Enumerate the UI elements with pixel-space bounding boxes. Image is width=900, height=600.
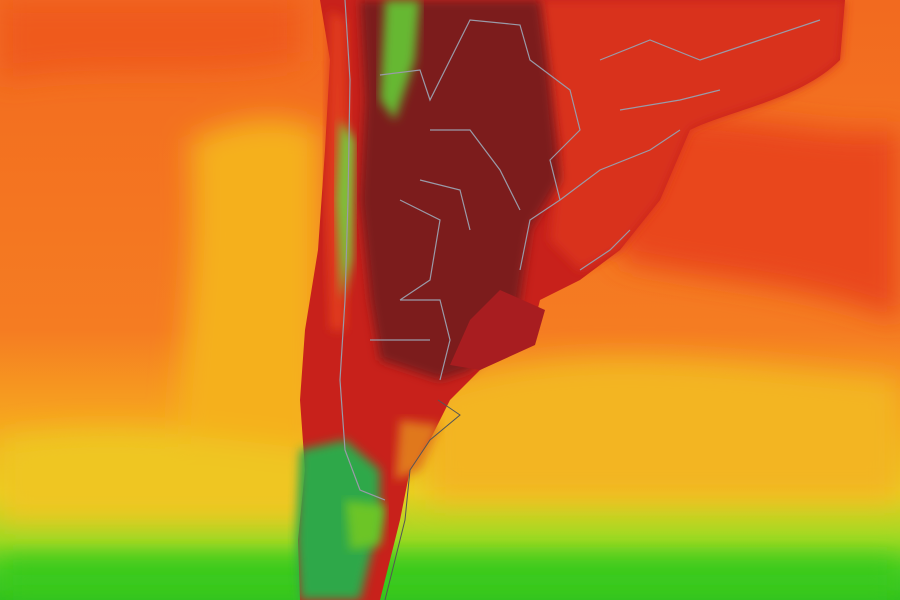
patagonia-cool [296,440,380,600]
yellow-field [177,119,320,470]
patagonia-warm [395,420,440,480]
brazil-heat [540,0,845,270]
pampas-heat [450,290,545,370]
provinces [370,129,521,381]
brazil-states [599,19,821,111]
coastline [384,399,461,600]
andes-north-peaks [380,0,420,120]
andes-peaks [336,120,355,300]
patagonia-green [345,500,385,550]
yellow-band-east [430,358,900,500]
red-field-east [600,114,900,320]
green-band [0,560,900,600]
uruguay-brazil-border [559,129,681,271]
chile-border [339,0,386,501]
yellow-band [0,431,320,520]
borders [339,0,821,501]
red-field-north [0,0,300,80]
